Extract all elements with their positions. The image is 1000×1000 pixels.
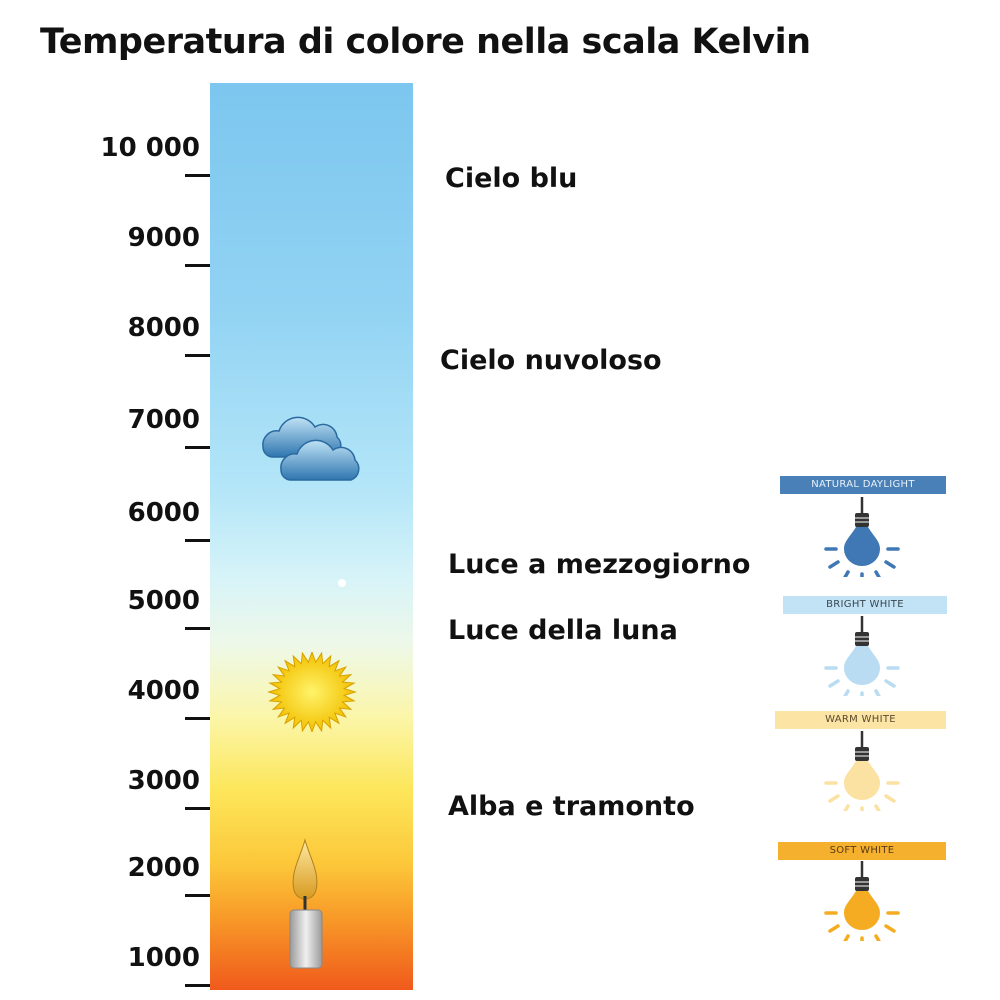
light-bulb-icon: [824, 616, 900, 696]
tick-mark: [185, 894, 210, 897]
tick-label: 7000: [127, 405, 200, 435]
tick-label: 5000: [127, 586, 200, 616]
bulb-banner: WARM WHITE: [775, 711, 946, 729]
tick-mark: [185, 807, 210, 810]
tick-label: 4000: [127, 676, 200, 706]
bulb-banner: SOFT WHITE: [778, 842, 946, 860]
tick-label: 3000: [127, 766, 200, 796]
tick-label: 8000: [127, 313, 200, 343]
label-cielo-blu: Cielo blu: [445, 163, 578, 194]
bulb-banner: NATURAL DAYLIGHT: [780, 476, 946, 494]
tick-label: 10 000: [100, 133, 200, 163]
tick-mark: [185, 264, 210, 267]
sun-icon: [267, 652, 357, 732]
tick-mark: [185, 539, 210, 542]
light-bulb-icon: [824, 497, 900, 577]
page-title: Temperatura di colore nella scala Kelvin: [40, 22, 811, 62]
label-luce-luna: Luce della luna: [448, 615, 678, 646]
tick-label: 6000: [127, 498, 200, 528]
label-cielo-nuvoloso: Cielo nuvoloso: [440, 345, 662, 376]
tick-mark: [185, 984, 210, 987]
tick-mark: [185, 174, 210, 177]
cloud-icon: [262, 416, 360, 481]
label-luce-mezzogiorno: Luce a mezzogiorno: [448, 549, 751, 580]
tick-mark: [185, 446, 210, 449]
light-bulb-icon: [824, 731, 900, 811]
tick-mark: [185, 354, 210, 357]
label-alba-tramonto: Alba e tramonto: [448, 791, 695, 822]
moon-dot-icon: [338, 579, 346, 587]
tick-label: 1000: [127, 943, 200, 973]
candle-icon: [289, 838, 323, 969]
tick-mark: [185, 717, 210, 720]
tick-mark: [185, 627, 210, 630]
tick-label: 9000: [127, 223, 200, 253]
tick-label: 2000: [127, 853, 200, 883]
bulb-banner: BRIGHT WHITE: [783, 596, 947, 614]
color-temperature-gradient-bar: [210, 83, 413, 990]
light-bulb-icon: [824, 861, 900, 941]
